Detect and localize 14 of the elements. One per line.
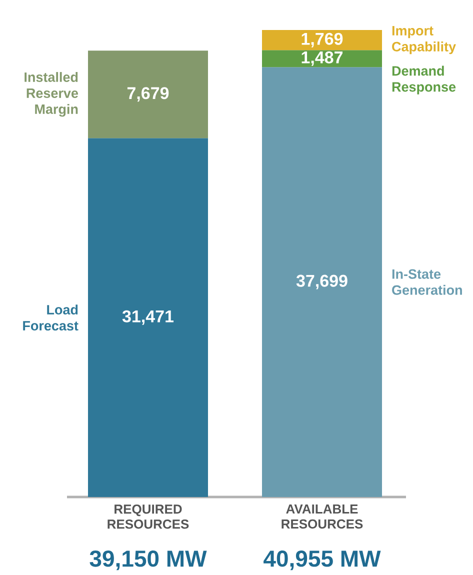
x-tick-label: REQUIRED RESOURCES xyxy=(108,504,189,529)
series-label: In-State Generation xyxy=(392,269,462,295)
data-label: 37,699 xyxy=(296,274,348,290)
total-label: 39,150 MW xyxy=(90,550,207,570)
data-label: 1,487 xyxy=(302,51,343,66)
total-label: 40,955 MW xyxy=(264,550,381,570)
series-label: Load Forecast xyxy=(23,304,78,331)
series-label: Installed Reserve Margin xyxy=(24,72,78,117)
x-tick-label: AVAILABLE RESOURCES xyxy=(282,504,363,529)
data-label: 1,769 xyxy=(302,32,343,48)
data-label: 7,679 xyxy=(127,87,169,102)
data-label: 31,471 xyxy=(122,310,174,325)
series-label: Import Capability xyxy=(392,26,456,54)
series-label: Demand Response xyxy=(392,66,456,94)
